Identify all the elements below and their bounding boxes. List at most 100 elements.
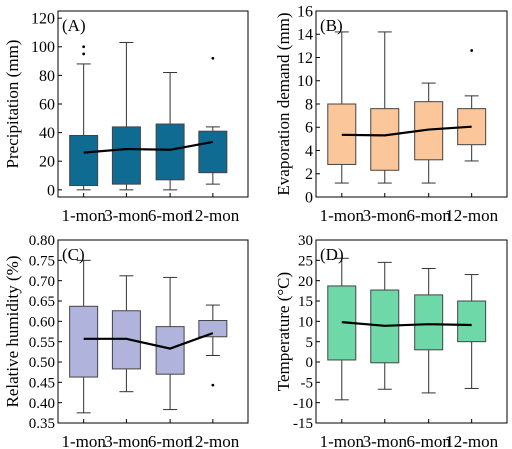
y-tick-label: 0 [306, 355, 314, 371]
y-tick-label: 0.40 [29, 396, 55, 412]
outlier-point [82, 45, 86, 49]
box-3-mon [370, 31, 400, 184]
y-axis-label: Temperature (°C) [274, 272, 293, 391]
box-body [69, 305, 99, 378]
chart-panel-c: 0.35 0.40 0.45 0.50 0.55 0.60 0.65 0.70 0.75 0.80… [3, 233, 249, 449]
box-body [457, 300, 487, 343]
x-tick-label: 1-mon [320, 432, 365, 449]
y-tick-label: 0.80 [29, 233, 55, 249]
y-tick-label: 0.60 [29, 314, 55, 330]
x-tick-label: 12-mon [445, 206, 498, 225]
box-1-mon [327, 257, 357, 401]
panel-label: (B) [320, 16, 343, 35]
x-tick-label: 3-mon [363, 206, 408, 225]
x-tick-label: 3-mon [104, 206, 149, 225]
y-tick-label: 10 [298, 314, 313, 330]
y-tick-label: 0.55 [29, 335, 55, 351]
y-tick-label: 14 [297, 27, 313, 44]
box-body [370, 108, 400, 171]
x-tick-label: 1-mon [61, 432, 106, 449]
x-tick-label: 3-mon [363, 432, 408, 449]
y-tick-label: 100 [31, 39, 55, 56]
x-tick-label: 3-mon [104, 432, 149, 449]
y-tick-label: 80 [39, 68, 55, 85]
box-body [69, 134, 99, 187]
outlier-point [470, 49, 474, 52]
box-12-mon [457, 274, 487, 389]
panel-label: (D) [320, 245, 344, 264]
plot-frame [57, 239, 249, 424]
box-body [155, 123, 185, 181]
box-1-mon [327, 31, 357, 184]
x-tick-label: 12-mon [445, 432, 498, 449]
y-tick-label: 16 [297, 3, 313, 20]
outlier-point [211, 383, 215, 387]
y-tick-label: 0.45 [29, 375, 55, 391]
x-tick-label: 6-mon [406, 432, 451, 449]
outlier-point [211, 56, 215, 60]
y-axis-label: Relative humidity (%) [3, 255, 22, 407]
y-tick-label: 10 [297, 73, 313, 90]
mean-line [341, 125, 472, 137]
y-tick-label: 0 [47, 182, 55, 199]
box-6-mon [155, 72, 185, 191]
outlier-point [82, 52, 86, 56]
box-1-mon [69, 45, 99, 191]
y-tick-label: 30 [298, 233, 313, 249]
box-3-mon [111, 41, 141, 191]
x-tick-label: 1-mon [61, 206, 106, 225]
mean-line [341, 321, 472, 327]
y-tick-label: 0.70 [29, 274, 55, 290]
box-body [155, 326, 185, 375]
y-tick-label: 25 [298, 253, 313, 269]
y-tick-label: 4 [305, 143, 313, 160]
box-6-mon [414, 82, 444, 184]
x-tick-label: 6-mon [148, 432, 193, 449]
y-tick-label: 0.75 [29, 253, 55, 269]
mean-line [83, 332, 214, 350]
x-tick-label: 6-mon [406, 206, 451, 225]
y-tick-label: 5 [306, 335, 314, 351]
box-body [414, 294, 444, 351]
box-body [111, 126, 141, 185]
y-tick-label: 20 [298, 274, 313, 290]
x-tick-label: 12-mon [186, 432, 239, 449]
y-tick-label: -15 [293, 416, 313, 432]
box-12-mon [198, 56, 228, 185]
y-tick-label: 15 [298, 294, 313, 310]
box-3-mon [111, 275, 141, 393]
y-tick-label: 6 [305, 120, 313, 137]
y-tick-label: 0.50 [29, 355, 55, 371]
mean-line [83, 140, 214, 154]
y-tick-label: 8 [305, 96, 313, 113]
y-tick-label: 0.65 [29, 294, 55, 310]
box-body [198, 320, 228, 338]
y-tick-label: 0 [305, 189, 313, 206]
y-tick-label: 60 [39, 96, 55, 113]
x-tick-label: 12-mon [186, 206, 239, 225]
box-1-mon [69, 259, 99, 414]
y-axis-label: Precipitation (mm) [3, 40, 22, 169]
y-axis-label: Evaporation demand (mm) [274, 12, 293, 195]
y-tick-label: -5 [301, 375, 314, 391]
x-tick-label: 1-mon [320, 206, 365, 225]
y-tick-label: -10 [293, 396, 313, 412]
box-12-mon [457, 49, 487, 162]
box-body [198, 130, 228, 174]
y-tick-label: 20 [39, 154, 55, 171]
panel-label: (C) [62, 245, 85, 264]
y-tick-label: 12 [297, 50, 313, 67]
panel-label: (A) [62, 16, 86, 35]
y-tick-label: 40 [39, 125, 55, 142]
y-tick-label: 0.35 [29, 416, 55, 432]
box-12-mon [198, 304, 228, 387]
y-tick-label: 120 [31, 11, 55, 28]
y-tick-label: 2 [305, 166, 313, 183]
x-tick-label: 6-mon [148, 206, 193, 225]
plot-frame [315, 239, 508, 424]
box-6-mon [155, 276, 185, 411]
